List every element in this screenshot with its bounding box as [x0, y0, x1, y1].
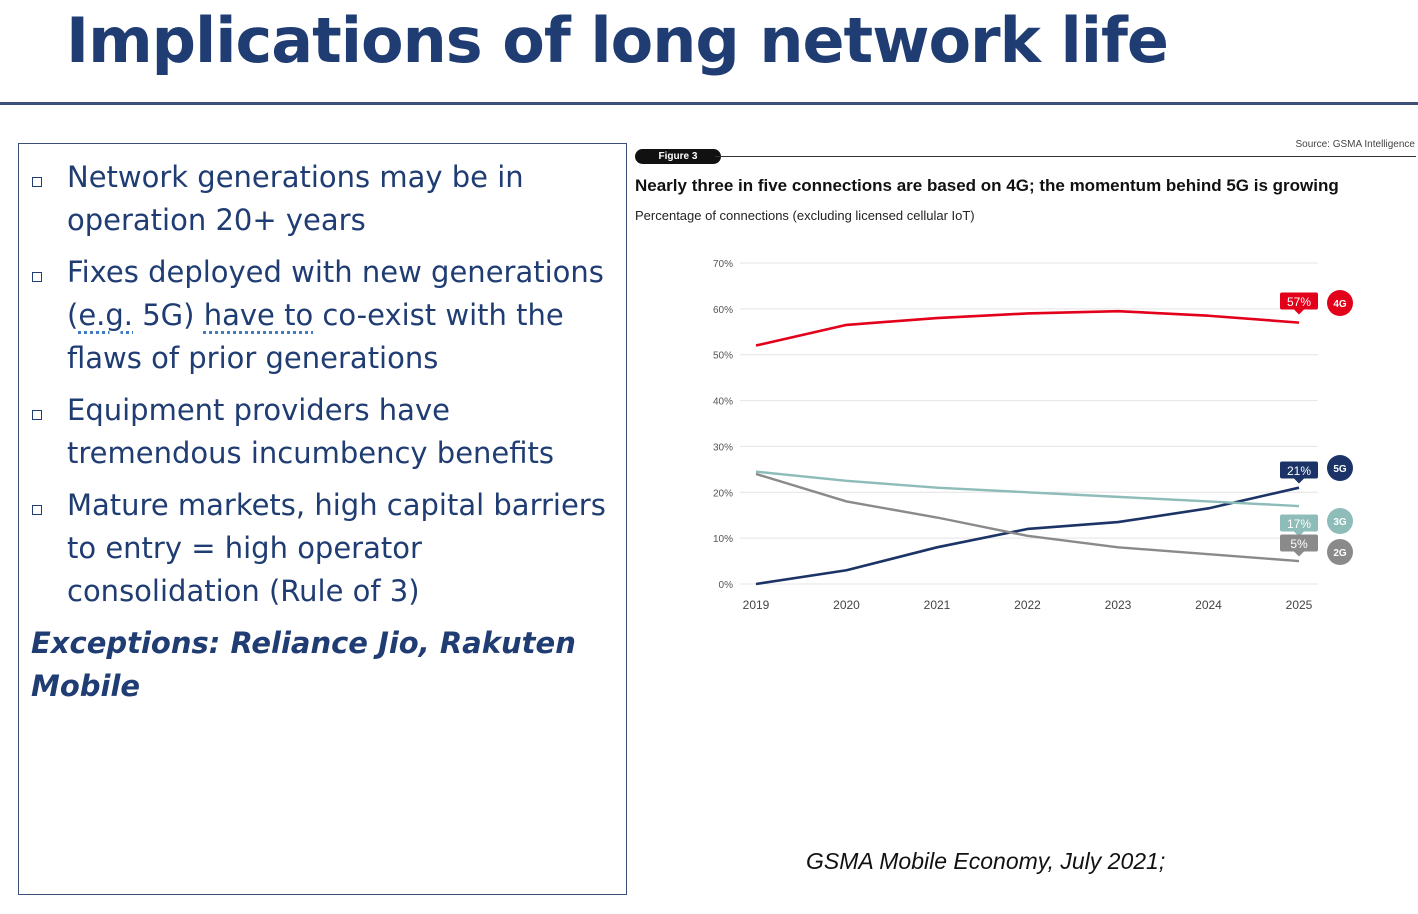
- end-label-pointer-5g: [1294, 478, 1304, 484]
- y-tick-label: 0%: [719, 580, 734, 591]
- bullet-square-icon: [32, 177, 42, 187]
- x-tick-label: 2022: [1014, 598, 1041, 612]
- exceptions-note: Exceptions: Reliance Jio, Rakuten Mobile: [31, 622, 576, 708]
- end-label-box-3g: [1280, 514, 1318, 532]
- bullet-item: Fixes deployed with new generations (e.g…: [67, 251, 604, 380]
- bullet-line: Equipment providers have: [67, 393, 450, 427]
- y-tick-label: 70%: [713, 259, 733, 270]
- y-tick-label: 40%: [713, 397, 733, 408]
- legend-marker-4g: [1327, 290, 1353, 316]
- bullet-line: Mature markets, high capital barriers: [67, 488, 606, 522]
- x-tick-label: 2025: [1286, 598, 1313, 612]
- exceptions-line: Mobile: [31, 669, 141, 703]
- chart-subtitle: Percentage of connections (excluding lic…: [635, 208, 975, 223]
- bullet-item: Network generations may be in operation …: [67, 156, 524, 242]
- end-label-box-5g: [1280, 461, 1318, 479]
- bullet-line: tremendous incumbency benefits: [67, 436, 555, 470]
- end-label-pointer-4g: [1294, 309, 1304, 315]
- bullet-line: (e.g. 5G) have to co-exist with the: [67, 298, 564, 332]
- citation: GSMA Mobile Economy, July 2021;: [806, 848, 1166, 874]
- end-value-label: 21%: [1287, 464, 1311, 478]
- bullet-square-icon: [32, 272, 42, 282]
- y-tick-label: 10%: [713, 534, 733, 545]
- legend-label: 5G: [1333, 464, 1347, 475]
- end-label-pointer-3g: [1294, 531, 1304, 537]
- legend-marker-2g: [1327, 539, 1353, 565]
- bullet-item: Mature markets, high capital barriers to…: [67, 484, 606, 613]
- bullet-square-icon: [32, 505, 42, 515]
- figure-divider: [715, 156, 1416, 157]
- end-value-label: 17%: [1287, 517, 1311, 531]
- legend-label: 4G: [1333, 299, 1347, 310]
- end-value-label: 5%: [1290, 537, 1308, 551]
- x-tick-label: 2021: [924, 598, 951, 612]
- series-line-3g: [755, 470, 1300, 508]
- legend-label: 2G: [1333, 548, 1347, 559]
- end-value-label: 57%: [1287, 295, 1311, 309]
- bullet-line: operation 20+ years: [67, 203, 366, 237]
- exceptions-line: Exceptions: Reliance Jio, Rakuten: [31, 626, 576, 660]
- bullet-line: flaws of prior generations: [67, 341, 439, 375]
- y-tick-label: 50%: [713, 351, 733, 362]
- series-line-5g: [755, 486, 1300, 586]
- y-tick-label: 20%: [713, 488, 733, 499]
- legend-label: 3G: [1333, 517, 1347, 528]
- x-tick-label: 2019: [743, 598, 770, 612]
- y-tick-label: 60%: [713, 305, 733, 316]
- series-line-4g: [755, 309, 1300, 347]
- end-label-box-2g: [1280, 534, 1318, 552]
- x-tick-label: 2024: [1195, 598, 1222, 612]
- legend-marker-5g: [1327, 455, 1353, 481]
- chart-title: Nearly three in five connections are bas…: [635, 176, 1339, 195]
- y-tick-label: 30%: [713, 442, 733, 453]
- x-tick-label: 2023: [1105, 598, 1132, 612]
- title-divider: [0, 102, 1418, 105]
- end-label-box-4g: [1280, 292, 1318, 310]
- bullet-line: Fixes deployed with new generations: [67, 255, 604, 289]
- x-tick-label: 2020: [833, 598, 860, 612]
- bullet-line: to entry = high operator: [67, 531, 422, 565]
- slide-title: Implications of long network life: [66, 4, 1169, 77]
- bullet-line: Network generations may be in: [67, 160, 524, 194]
- series-line-2g: [755, 472, 1300, 563]
- end-label-pointer-2g: [1294, 551, 1304, 557]
- legend-marker-3g: [1327, 508, 1353, 534]
- figure-label: Figure 3: [635, 149, 721, 164]
- source-note: Source: GSMA Intelligence: [1295, 139, 1415, 150]
- bullet-square-icon: [32, 410, 42, 420]
- bullet-item: Equipment providers have tremendous incu…: [67, 389, 554, 475]
- bullet-line: consolidation (Rule of 3): [67, 574, 420, 608]
- bullet-text-box: Network generations may be in operation …: [18, 143, 627, 895]
